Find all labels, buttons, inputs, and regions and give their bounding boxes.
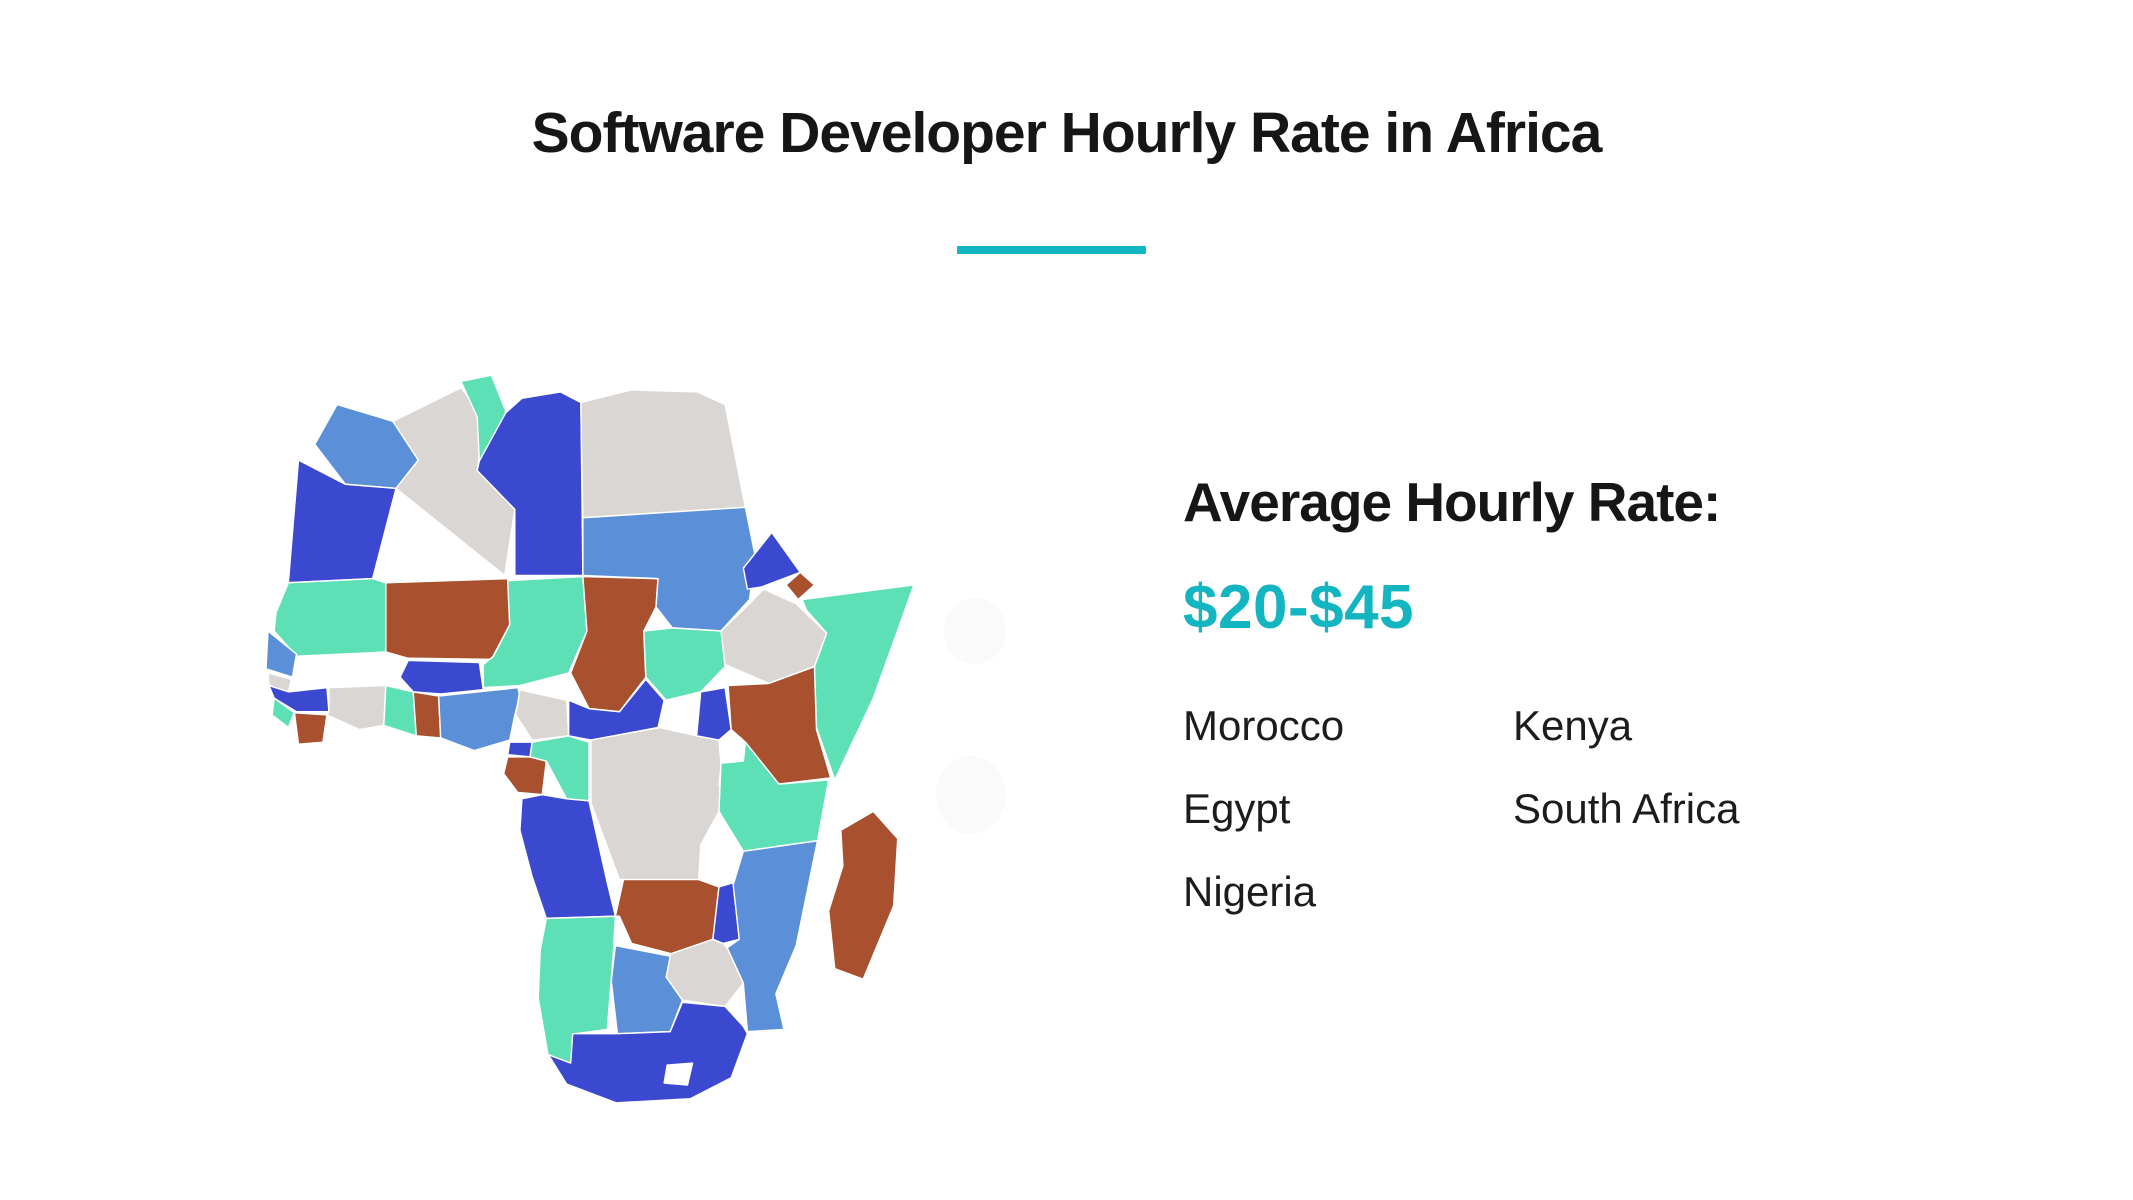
country-south-sudan: [643, 627, 726, 701]
country-liberia: [293, 712, 328, 746]
country-mauritania: [273, 577, 387, 657]
country-burkina-faso: [399, 659, 485, 695]
country-angola: [519, 793, 617, 920]
country-list-item: Egypt: [1183, 785, 1291, 832]
rate-panel: Average Hourly Rate: $20-$45 Morocco Egyp…: [1183, 470, 1983, 950]
country-ivory-coast: [326, 684, 387, 731]
country-list-column-1: Morocco Egypt Nigeria: [1183, 702, 1513, 951]
africa-choropleth-map: [265, 350, 916, 1105]
country-list-column-2: Kenya South Africa: [1513, 702, 1739, 951]
background-artifact: [936, 756, 1006, 834]
country-drc: [590, 726, 722, 881]
country-sierra-leone: [271, 697, 296, 729]
country-south-africa: [547, 1001, 749, 1104]
page-title: Software Developer Hourly Rate in Africa: [531, 101, 1603, 165]
country-list-item: Kenya: [1513, 702, 1633, 749]
country-central-african-republic: [567, 678, 665, 741]
country-list-item: Nigeria: [1183, 868, 1317, 915]
country-western-sahara: [287, 459, 397, 584]
country-list: Morocco Egypt Nigeria Kenya South Africa: [1183, 702, 1739, 951]
country-djibouti: [785, 571, 816, 601]
country-list-item: South Africa: [1513, 785, 1740, 832]
rate-heading: Average Hourly Rate:: [1183, 471, 1721, 533]
country-uganda: [695, 686, 732, 741]
country-cameroon: [515, 689, 570, 741]
title-underline-accent: [957, 246, 1146, 254]
country-togo-benin: [412, 691, 442, 739]
country-eritrea: [742, 531, 801, 590]
country-malawi: [712, 881, 740, 945]
country-senegal: [265, 630, 298, 678]
country-gabon: [502, 756, 548, 796]
country-mali: [385, 577, 511, 661]
country-kenya: [727, 665, 832, 785]
background-artifact: [944, 598, 1006, 664]
country-egypt: [580, 389, 747, 519]
country-list-item: Morocco: [1183, 702, 1345, 749]
country-equatorial-guinea: [507, 741, 533, 758]
country-madagascar: [827, 810, 899, 980]
country-mozambique: [726, 840, 819, 1033]
rate-value: $20-$45: [1183, 573, 1415, 642]
country-nigeria: [437, 686, 521, 752]
africa-map-svg: [265, 374, 915, 1104]
lake-victoria: [718, 737, 745, 764]
country-ghana: [383, 684, 418, 737]
country-lesotho: [663, 1062, 694, 1086]
